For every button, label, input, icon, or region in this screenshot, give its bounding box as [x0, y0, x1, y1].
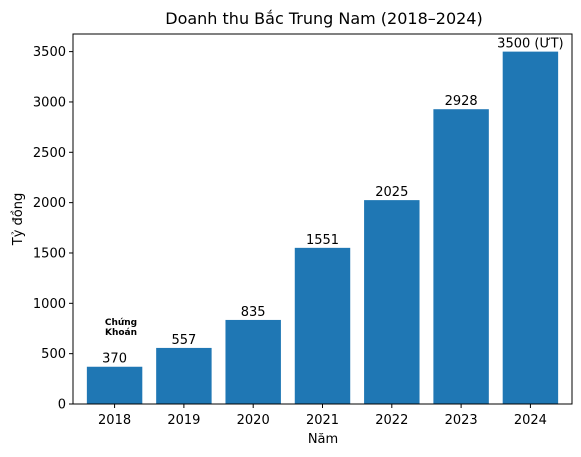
- data-label-2018: 370: [102, 352, 127, 367]
- y-tick-label-1500: 1500: [33, 246, 66, 261]
- bar-2021: [294, 247, 351, 404]
- y-tick-label-3500: 3500: [33, 45, 66, 60]
- y-tick-label-500: 500: [41, 347, 66, 362]
- y-tick-label-0: 0: [58, 398, 66, 413]
- x-tick-label-2021: 2021: [306, 413, 339, 428]
- y-tick-label-2000: 2000: [33, 196, 66, 211]
- y-tick-label-3000: 3000: [33, 95, 66, 110]
- data-label-2022: 2025: [375, 185, 408, 200]
- bars-group: [86, 51, 559, 404]
- watermark-line-1: Chứng: [105, 318, 137, 328]
- chart-title: Doanh thu Bắc Trung Nam (2018–2024): [165, 9, 482, 28]
- bar-2018: [86, 366, 143, 404]
- x-axis-label: Năm: [308, 432, 338, 447]
- data-label-2023: 2928: [445, 94, 478, 109]
- x-tick-label-2018: 2018: [98, 413, 131, 428]
- watermark-logo: Chứng Khoán: [97, 314, 145, 339]
- data-label-2024: 3500 (ƯT): [497, 37, 563, 52]
- bar-2019: [156, 347, 212, 404]
- bar-2020: [225, 319, 281, 404]
- x-tick-label-2020: 2020: [237, 413, 270, 428]
- watermark-background: [97, 314, 145, 339]
- bar-2022: [364, 200, 420, 404]
- x-tick-label-2023: 2023: [445, 413, 478, 428]
- x-tick-label-2024: 2024: [514, 413, 547, 428]
- bar-2023: [433, 109, 489, 404]
- watermark-line-2: Khoán: [105, 328, 137, 338]
- y-axis-ticks: 0 500 1000 1500 2000 2500 3000 3500: [33, 45, 73, 413]
- data-label-2021: 1551: [306, 233, 339, 248]
- data-labels-group: 370 557 835 1551 2025 2928 3500 (ƯT): [102, 37, 563, 367]
- x-tick-label-2019: 2019: [167, 413, 200, 428]
- plot-area-frame: [72, 33, 573, 405]
- x-tick-label-2022: 2022: [375, 413, 408, 428]
- data-label-2020: 835: [241, 305, 266, 320]
- y-axis-label: Tỷ đồng: [11, 193, 26, 246]
- x-axis-ticks: 2018 2019 2020 2021 2022 2023 2024: [98, 404, 547, 428]
- data-label-2019: 557: [171, 333, 196, 348]
- bar-2024: [502, 51, 559, 404]
- y-tick-label-1000: 1000: [33, 297, 66, 312]
- y-tick-label-2500: 2500: [33, 146, 66, 161]
